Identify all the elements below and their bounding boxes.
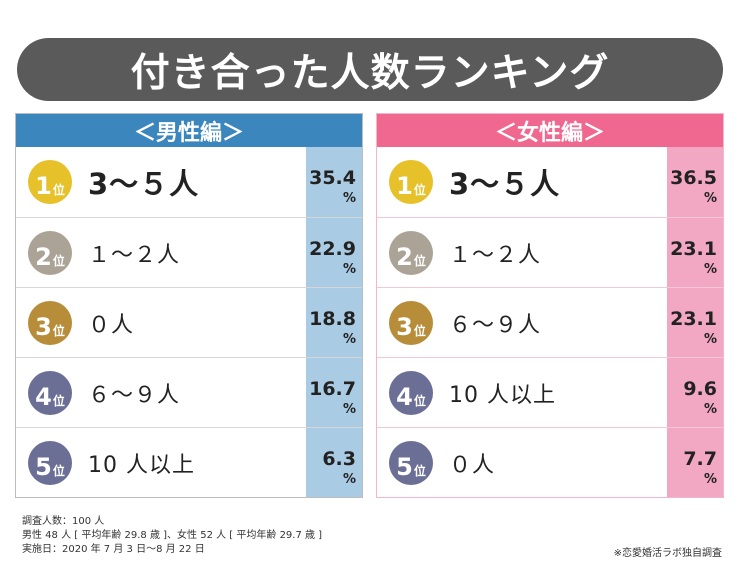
men-rank-label-3: ０人 [88, 312, 135, 338]
women-rank-row-5: 5 位 ０人 7.7% [377, 427, 723, 497]
percent-unit: % [342, 472, 356, 487]
rank-suffix: 位 [413, 393, 426, 408]
rank-number: 4 [35, 382, 52, 411]
rank-suffix: 位 [52, 463, 65, 478]
percent-unit: % [703, 191, 717, 206]
women-rank-row-4: 4 位 10 人以上 9.6% [377, 357, 723, 427]
note-date: 実施日：2020 年 7 月 3 日〜8 月 22 日 [22, 544, 205, 555]
men-percent-value-1: 35.4 [309, 167, 356, 189]
women-rank-label-5: ０人 [449, 452, 496, 478]
rank-number: 5 [35, 452, 52, 481]
survey-notes: 調査人数：100 人 男性 48 人 [ 平均年齢 29.8 歳 ]、女性 52… [22, 515, 322, 557]
women-rank-label-4: 10 人以上 [449, 382, 556, 408]
men-percent-cell-3: 18.8% [306, 288, 362, 357]
men-percent-value-4: 16.7 [309, 378, 356, 400]
women-percent-cell-1: 36.5% [667, 147, 723, 217]
women-percent-value-2: 23.1 [670, 238, 717, 260]
women-percent-cell-4: 9.6% [667, 358, 723, 427]
women-rank-row-3: 3 位 ６〜９人 23.1% [377, 287, 723, 357]
women-panel-header: ＜女性編＞ [377, 114, 723, 147]
men-rows: 1 位 3〜５人 35.4% 2 位 １〜２人 22.9% 3 位 ０人 18.8% 4 位 ６〜９人 16.… [16, 147, 362, 497]
men-rank-label-5: 10 人以上 [88, 452, 195, 478]
women-ranking-panel: ＜女性編＞ 1 位 3〜５人 36.5% 2 位 １〜２人 23.1% 3 位 ６〜９人 23.1% 4… [376, 113, 724, 498]
rank-suffix: 位 [52, 253, 65, 268]
women-rank-row-1: 1 位 3〜５人 36.5% [377, 147, 723, 217]
men-rank-label-2: １〜２人 [88, 242, 181, 268]
men-rank-row-3: 3 位 ０人 18.8% [16, 287, 362, 357]
men-percent-value-3: 18.8 [309, 308, 356, 330]
men-percent-value-5: 6.3 [322, 448, 356, 470]
percent-unit: % [342, 402, 356, 417]
percent-unit: % [342, 332, 356, 347]
percent-unit: % [703, 332, 717, 347]
rank-number: 4 [396, 382, 413, 411]
men-percent-cell-1: 35.4% [306, 147, 362, 217]
men-rank-row-2: 2 位 １〜２人 22.9% [16, 217, 362, 287]
men-rank-row-1: 1 位 3〜５人 35.4% [16, 147, 362, 217]
rank-number: 3 [35, 312, 52, 341]
percent-unit: % [703, 262, 717, 277]
rank-number: 2 [35, 242, 52, 271]
men-rank-label-4: ６〜９人 [88, 382, 181, 408]
rank-suffix: 位 [52, 323, 65, 338]
rank-number: 3 [396, 312, 413, 341]
rank-suffix: 位 [413, 253, 426, 268]
rank-suffix: 位 [413, 323, 426, 338]
rank-number: 1 [35, 172, 52, 200]
note-breakdown: 男性 48 人 [ 平均年齢 29.8 歳 ]、女性 52 人 [ 平均年齢 2… [22, 530, 323, 541]
men-panel-header: ＜男性編＞ [16, 114, 362, 147]
percent-unit: % [342, 191, 356, 206]
rank-suffix: 位 [52, 183, 65, 197]
women-percent-cell-5: 7.7% [667, 428, 723, 497]
women-percent-value-4: 9.6 [683, 378, 717, 400]
rank-suffix: 位 [413, 183, 426, 197]
men-percent-cell-4: 16.7% [306, 358, 362, 427]
source-note: ※恋愛婚活ラボ独自調査 [613, 548, 722, 559]
men-rank-row-5: 5 位 10 人以上 6.3% [16, 427, 362, 497]
men-percent-cell-2: 22.9% [306, 218, 362, 287]
women-rank-label-3: ６〜９人 [449, 312, 542, 338]
percent-unit: % [342, 262, 356, 277]
women-percent-cell-3: 23.1% [667, 288, 723, 357]
rank-suffix: 位 [52, 393, 65, 408]
rank-number: 1 [396, 172, 413, 200]
page-title: 付き合った人数ランキング [17, 38, 723, 101]
percent-unit: % [703, 402, 717, 417]
men-ranking-panel: ＜男性編＞ 1 位 3〜５人 35.4% 2 位 １〜２人 22.9% 3 位 ０人 18.8% 4 位 ６… [15, 113, 363, 498]
rank-number: 5 [396, 452, 413, 481]
men-rank-row-4: 4 位 ６〜９人 16.7% [16, 357, 362, 427]
men-percent-value-2: 22.9 [309, 238, 356, 260]
men-rank-label-1: 3〜５人 [88, 167, 200, 201]
women-rows: 1 位 3〜５人 36.5% 2 位 １〜２人 23.1% 3 位 ６〜９人 23.1% 4 位 10 人以… [377, 147, 723, 497]
percent-unit: % [703, 472, 717, 487]
women-rank-label-2: １〜２人 [449, 242, 542, 268]
note-sample-size: 調査人数：100 人 [22, 516, 105, 527]
women-percent-value-3: 23.1 [670, 308, 717, 330]
women-percent-value-5: 7.7 [683, 448, 717, 470]
men-percent-cell-5: 6.3% [306, 428, 362, 497]
women-percent-cell-2: 23.1% [667, 218, 723, 287]
women-percent-value-1: 36.5 [670, 167, 717, 189]
rank-suffix: 位 [413, 463, 426, 478]
women-rank-row-2: 2 位 １〜２人 23.1% [377, 217, 723, 287]
women-rank-label-1: 3〜５人 [449, 167, 561, 201]
rank-number: 2 [396, 242, 413, 271]
